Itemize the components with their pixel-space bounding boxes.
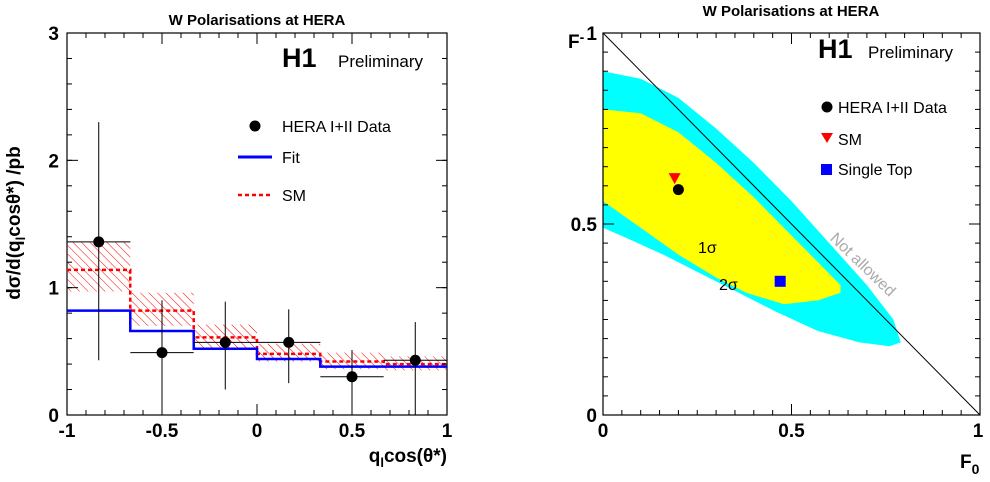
data-point: [93, 236, 105, 248]
data-points: [67, 122, 447, 415]
right-legend-data-label: HERA I+II Data: [838, 100, 947, 117]
left-legend-sm-label: SM: [282, 188, 306, 205]
left-chart-title: W Polarisations at HERA: [169, 12, 346, 29]
right-legend-singletop-label: Single Top: [838, 162, 913, 179]
right-experiment-label: H1: [818, 34, 853, 64]
x-tick-label: 1: [973, 421, 984, 442]
right-legend-singletop-marker: [821, 164, 832, 175]
y-tick-label: 1: [586, 24, 597, 45]
y-tick-label: 0: [586, 406, 597, 427]
data-point: [409, 354, 421, 366]
left-legend-data-label: HERA I+II Data: [282, 119, 391, 136]
x-tick-label: -0.5: [146, 421, 179, 442]
x-tick-label: -1: [59, 421, 76, 442]
right-status-label: Preliminary: [868, 43, 954, 62]
single-top-point: [774, 275, 786, 287]
right-y-axis-label: F-: [568, 29, 585, 53]
data-point: [219, 336, 231, 348]
left-axis-ticks: -1 -0.5 0 0.5 1 0 1 2 3: [48, 24, 452, 442]
contour-1sigma-label: 1σ: [698, 240, 717, 257]
fit-step-path: [67, 309, 447, 368]
right-markers: [668, 173, 786, 287]
right-panel: W Polarisations at HERA Not allowed 1σ 2…: [568, 3, 984, 477]
x-tick-label: 0: [598, 421, 609, 442]
left-status-label: Preliminary: [338, 52, 424, 71]
sm-step-path: [67, 268, 447, 366]
x-tick-label: 1: [442, 421, 453, 442]
y-tick-label: 3: [48, 24, 59, 45]
sm-point: [668, 173, 681, 185]
left-experiment-label: H1: [282, 43, 317, 73]
x-tick-label: 0: [252, 421, 263, 442]
data-point: [283, 336, 295, 348]
sm-dashed-step: [67, 268, 447, 366]
data-point: [156, 347, 168, 359]
y-tick-label: 1: [48, 279, 59, 300]
right-chart-title: W Polarisations at HERA: [703, 3, 880, 20]
hera-data-point: [672, 184, 684, 196]
y-tick-label: 0: [48, 406, 59, 427]
right-legend-sm-marker: [821, 133, 833, 143]
left-panel: W Polarisations at HERA -1 -0.5 0 0.5 10123 …: [4, 12, 453, 470]
x-tick-label: 0.5: [778, 421, 805, 442]
left-legend-fit-label: Fit: [282, 150, 300, 167]
right-legend-sm-label: SM: [838, 132, 862, 149]
left-y-axis-label: dσ/d(qlcosθ*) /pb: [4, 146, 28, 300]
x-tick-label: 0.5: [339, 421, 366, 442]
right-x-axis-label: F0: [960, 452, 980, 477]
contour-2sigma-label: 2σ: [719, 277, 738, 294]
y-tick-label: 2: [48, 151, 59, 172]
right-legend-data-marker: [821, 101, 833, 113]
contour-1sigma: [603, 109, 841, 305]
left-legend-data-marker: [249, 120, 261, 132]
left-x-axis-label: qlcos(θ*): [369, 446, 447, 470]
physical-boundary-line: [602, 32, 981, 416]
right-axis-ticks: 0 0.5 1 0 0.5 1: [571, 24, 984, 442]
y-tick-label: 0.5: [571, 215, 598, 236]
data-point: [346, 371, 358, 383]
fit-step-line: [67, 309, 447, 368]
